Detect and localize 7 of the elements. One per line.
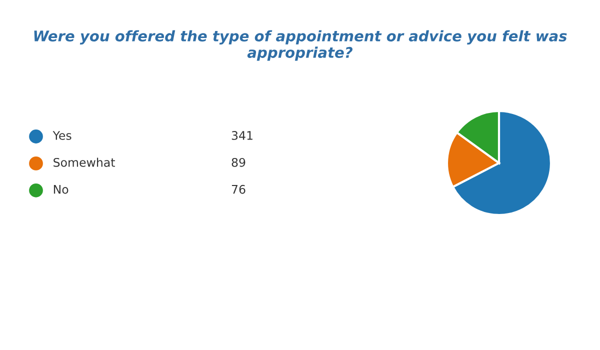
legend-label: Yes [52,131,72,140]
data-label: 341 [232,130,252,140]
chart-title: Were you offered the type of appointment or advice you felt was appropriate? [34,30,567,61]
data-label: 89 [232,158,246,167]
legend-label: Somewhat [54,158,115,167]
data-label: 76 [232,184,246,194]
legend-label: No [54,185,68,194]
